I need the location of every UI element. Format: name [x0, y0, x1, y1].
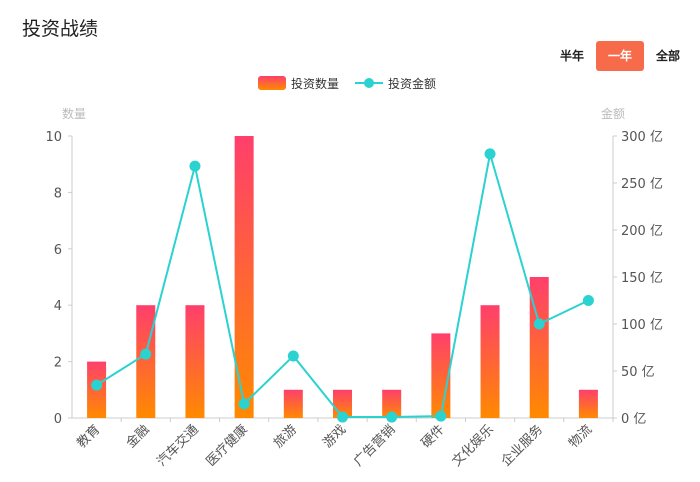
legend-line-marker[interactable] [364, 78, 374, 88]
x-tick-label: 医疗健康 [203, 422, 251, 470]
legend-line-label[interactable]: 投资金额 [388, 76, 436, 91]
bar[interactable] [529, 277, 549, 418]
y-right-axis-label: 金额 [601, 106, 625, 121]
page-title: 投资战绩 [22, 18, 99, 40]
amount-point[interactable] [189, 160, 201, 172]
amount-point[interactable] [238, 398, 250, 410]
x-tick-label: 旅游 [271, 422, 300, 451]
y-right-tick-label: 300 亿 [621, 130, 663, 145]
x-tick-label: 广告营销 [351, 422, 398, 469]
y-left-tick-label: 6 [54, 243, 62, 258]
x-tick-label: 物流 [566, 422, 595, 451]
bar[interactable] [185, 305, 205, 418]
y-left-tick-label: 4 [54, 299, 62, 314]
y-right-tick-label: 150 亿 [621, 271, 663, 286]
bar[interactable] [480, 305, 500, 418]
amount-point[interactable] [287, 350, 299, 362]
period-one-year-button[interactable]: 一年 [595, 41, 644, 71]
y-left-tick-label: 0 [54, 412, 62, 427]
y-left-tick-label: 10 [45, 130, 62, 145]
y-right-tick-label: 200 亿 [621, 224, 663, 239]
y-right-tick-label: 0 亿 [621, 412, 646, 427]
y-left-tick-label: 2 [54, 356, 62, 371]
amount-point[interactable] [91, 379, 103, 391]
amount-point[interactable] [140, 348, 152, 360]
bar[interactable] [431, 333, 451, 418]
bar[interactable] [136, 305, 156, 418]
y-right-tick-label: 250 亿 [621, 177, 663, 192]
amount-point[interactable] [484, 148, 496, 160]
y-left-tick-label: 8 [54, 186, 62, 201]
legend-bar-label[interactable]: 投资数量 [291, 76, 339, 91]
amount-point[interactable] [435, 410, 447, 422]
y-right-tick-label: 100 亿 [621, 318, 663, 333]
x-tick-label: 汽车交通 [154, 422, 202, 470]
x-tick-label: 游戏 [320, 422, 349, 451]
x-tick-label: 教育 [74, 422, 104, 452]
x-tick-label: 企业服务 [498, 422, 546, 470]
amount-point[interactable] [337, 411, 348, 423]
period-switch: 半年 一年 全部 [552, 41, 688, 71]
y-right-tick-label: 50 亿 [621, 365, 655, 380]
bar[interactable] [234, 136, 254, 418]
amount-point[interactable] [582, 295, 594, 306]
legend: 投资数量 投资金额 [258, 76, 436, 91]
legend-bar-swatch[interactable] [258, 76, 286, 90]
bar[interactable] [578, 389, 598, 418]
x-tick-label: 文化娱乐 [449, 422, 496, 469]
y-left-axis-label: 数量 [62, 106, 86, 121]
amount-line [96, 153, 589, 419]
bar[interactable] [382, 389, 402, 418]
x-tick-label: 金融 [123, 422, 153, 452]
amount-point[interactable] [533, 318, 545, 330]
x-tick-label: 硬件 [419, 422, 448, 451]
bar[interactable] [283, 389, 303, 418]
amount-point[interactable] [386, 411, 398, 423]
period-all-button[interactable]: 全部 [655, 49, 680, 63]
period-half-year-button[interactable]: 半年 [559, 49, 584, 63]
